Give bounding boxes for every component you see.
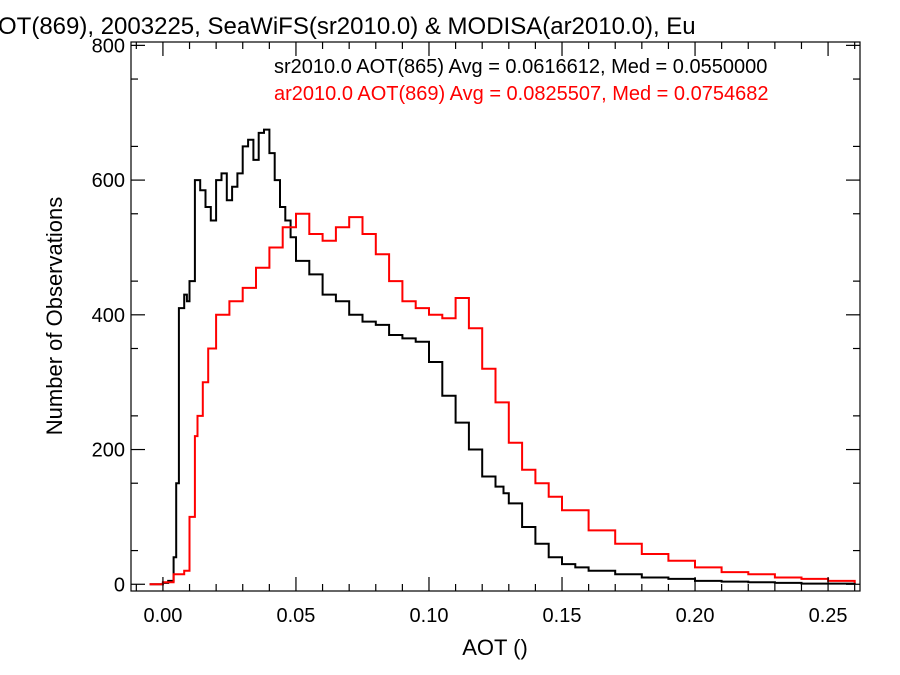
x-tick-label: 0.00 <box>143 605 182 627</box>
x-tick-label: 0.20 <box>676 605 715 627</box>
x-tick-label: 0.05 <box>276 605 315 627</box>
y-tick-label: 600 <box>92 170 125 192</box>
x-tick-label: 0.15 <box>543 605 582 627</box>
y-axis-label: Number of Observations <box>42 197 67 435</box>
x-tick-label: 0.25 <box>809 605 848 627</box>
axis-ticks: 0.00 0.05 0.10 0.15 0.20 0.25 0 200 400 600 800 <box>92 35 860 627</box>
series-line-1 <box>149 212 856 586</box>
y-tick-label: 0 <box>114 574 125 596</box>
y-tick-label: 400 <box>92 305 125 327</box>
legend-entry-ar2010: ar2010.0 AOT(869) Avg = 0.0825507, Med =… <box>274 83 768 105</box>
chart-title: AOT(869), 2003225, SeaWiFS(sr2010.0) & M… <box>0 13 696 40</box>
y-tick-label: 200 <box>92 440 125 462</box>
x-tick-label: 0.10 <box>410 605 449 627</box>
plot-frame <box>130 41 861 592</box>
y-tick-label: 800 <box>92 35 125 57</box>
legend-entry-sr2010: sr2010.0 AOT(865) Avg = 0.0616612, Med =… <box>274 56 767 78</box>
x-axis-label: AOT () <box>462 635 528 660</box>
series-layer <box>149 128 856 586</box>
series-line-0 <box>149 128 856 586</box>
